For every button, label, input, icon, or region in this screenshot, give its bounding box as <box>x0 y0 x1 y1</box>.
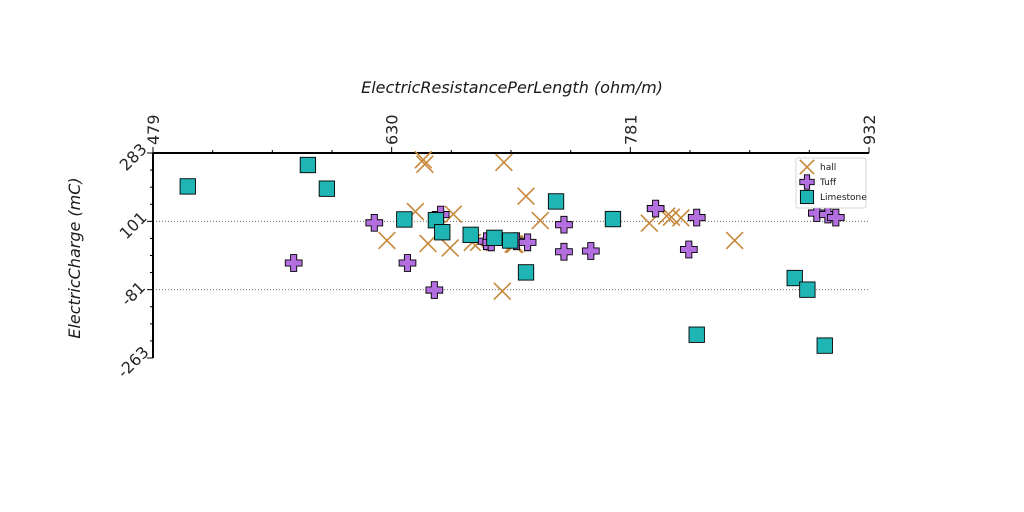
limestone-point <box>517 264 535 281</box>
tuff-point <box>284 254 303 272</box>
tuff-point <box>555 242 573 261</box>
hall-point <box>640 214 659 233</box>
tuff-point <box>425 281 444 299</box>
hall-point <box>725 231 744 250</box>
grid-lines <box>153 220 869 291</box>
hall-point <box>444 205 463 224</box>
hall-point <box>517 187 535 206</box>
y-tick-label: -81 <box>117 278 149 310</box>
x-ticks: 479 630 781 932 <box>144 114 879 153</box>
limestone-point <box>318 180 336 197</box>
limestone-point <box>434 224 451 241</box>
tuff-point <box>365 213 384 232</box>
hall-point <box>493 282 512 301</box>
data-points <box>179 150 845 354</box>
legend: hall Tuff Limestone <box>795 157 867 209</box>
limestone-point <box>816 337 833 354</box>
x-tick-label: 630 <box>383 114 402 145</box>
hall-point <box>441 239 460 257</box>
hall-point <box>414 150 433 169</box>
y-tick-label: 101 <box>116 208 151 243</box>
limestone-point <box>547 193 565 210</box>
hall-point <box>415 155 434 174</box>
tuff-point <box>581 242 600 260</box>
limestone-point <box>786 269 803 287</box>
hall-point <box>494 153 513 172</box>
legend-label: hall <box>820 163 836 173</box>
tuff-point <box>826 208 845 227</box>
limestone-point <box>179 178 196 195</box>
axes <box>152 152 869 358</box>
tuff-point <box>687 208 706 227</box>
legend-marker <box>799 174 815 190</box>
x-tick-label: 479 <box>144 114 163 145</box>
x-tick-label: 781 <box>621 114 640 145</box>
tuff-point <box>518 233 537 252</box>
tuff-point <box>398 254 417 272</box>
x-axis-title: ElectricResistancePerLength (ohm/m) <box>361 78 663 97</box>
limestone-point <box>462 226 479 243</box>
hall-point <box>419 234 437 253</box>
tuff-point <box>646 199 665 218</box>
limestone-point <box>299 156 317 174</box>
x-tick-label: 932 <box>860 114 879 145</box>
tuff-point <box>555 215 573 234</box>
hall-point <box>531 211 550 230</box>
limestone-point <box>396 211 413 228</box>
tuff-point <box>807 204 826 222</box>
limestone-point <box>688 326 705 343</box>
legend-marker <box>799 159 815 175</box>
limestone-point <box>799 281 816 298</box>
legend-label: Tuff <box>819 178 837 188</box>
hall-point <box>662 208 681 227</box>
legend-marker <box>799 189 815 205</box>
hall-point <box>377 231 396 250</box>
legend-label: Limestone <box>820 193 867 203</box>
y-axis-title: ElectricCharge (mC) <box>65 177 84 338</box>
limestone-point <box>486 229 503 247</box>
limestone-point <box>502 232 519 249</box>
y-tick-label: -263 <box>114 343 153 382</box>
tuff-point <box>679 240 698 259</box>
limestone-point <box>604 210 622 228</box>
